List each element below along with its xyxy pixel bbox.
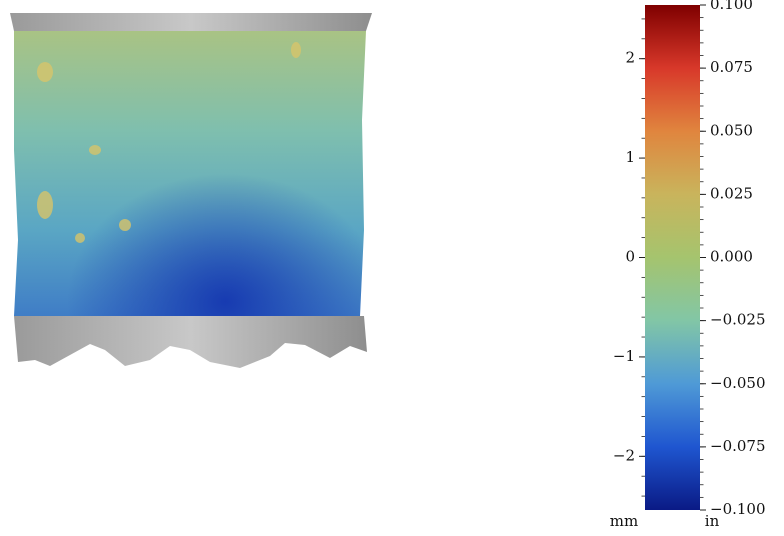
surface-bumps — [37, 42, 301, 243]
tick-label: −0.050 — [710, 374, 766, 392]
tick-label: 0.075 — [710, 58, 753, 76]
tick-label: 0.025 — [710, 184, 753, 202]
tick-label: −1 — [613, 347, 635, 365]
tick-label: 0.050 — [710, 121, 753, 139]
axis-unit: in — [705, 512, 720, 530]
tick-label: 0.100 — [710, 0, 753, 13]
tick-label: −0.075 — [710, 437, 766, 455]
tick-label: −2 — [613, 446, 635, 464]
tick-label: 2 — [625, 49, 635, 67]
tick-label: −0.025 — [710, 311, 766, 329]
tick-label: −0.100 — [710, 500, 766, 518]
bottom-rim — [14, 316, 367, 368]
tick-label: 0 — [625, 248, 635, 266]
axis-unit: mm — [610, 512, 638, 530]
deviation-blob — [14, 31, 366, 316]
scan-object — [10, 13, 372, 368]
tick-label: 1 — [625, 148, 635, 166]
colorbar-gradient — [645, 5, 700, 510]
colorbar: −2 −1 0 1 2 mm −0.100 −0.075 −0.050 −0.025 0.000 0.… — [610, 0, 766, 530]
top-rim — [10, 13, 372, 31]
tick-label: 0.000 — [710, 248, 753, 266]
